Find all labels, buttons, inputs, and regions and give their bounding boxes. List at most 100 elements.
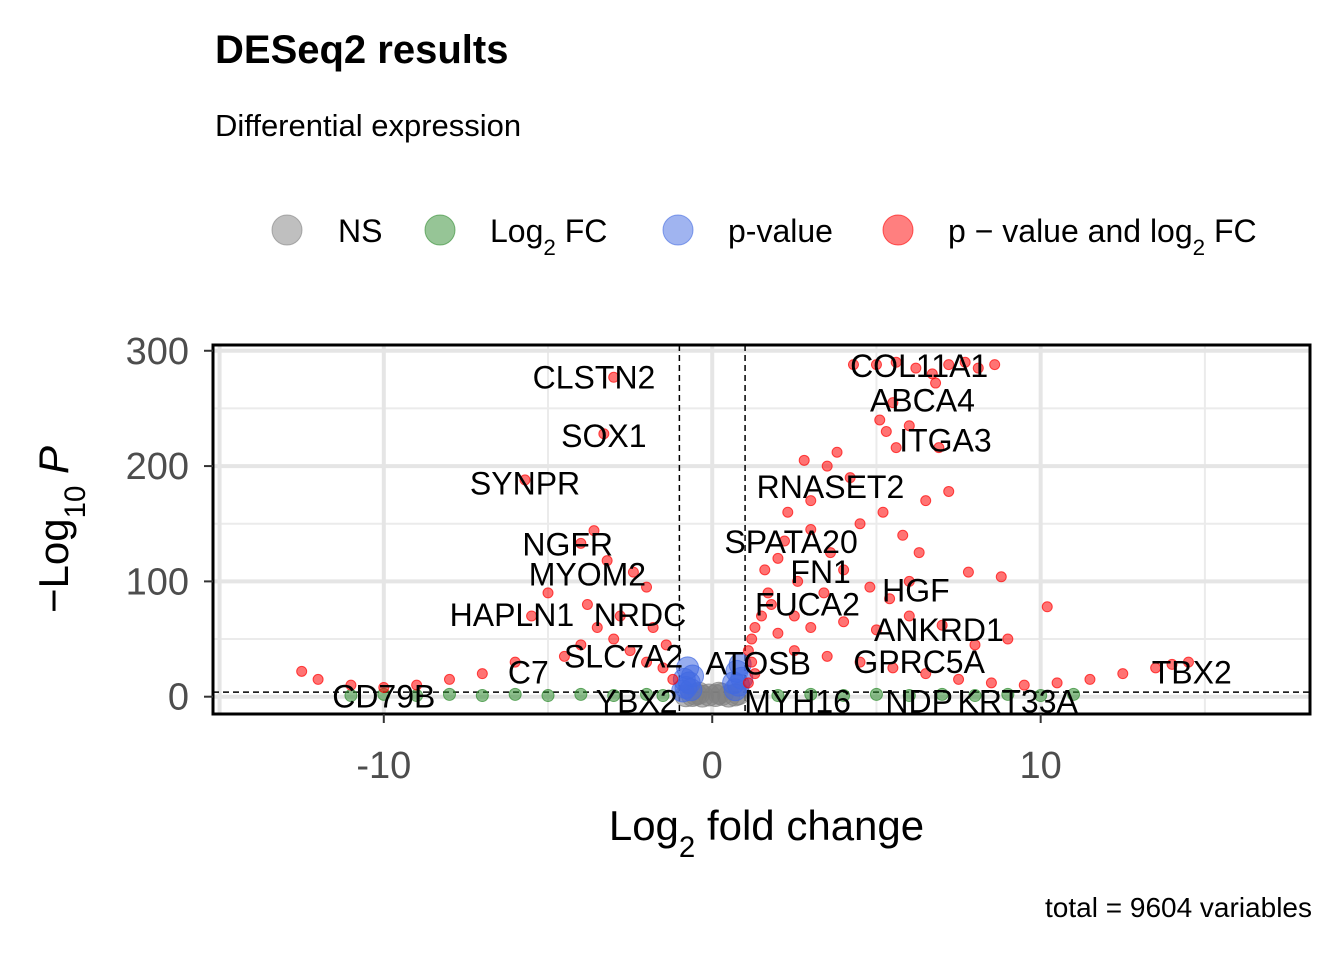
- point-both: [660, 639, 672, 651]
- point-both: [870, 624, 882, 636]
- point-both: [995, 571, 1007, 583]
- point-both: [772, 552, 784, 564]
- point-both: [598, 428, 610, 440]
- point-both: [509, 656, 521, 668]
- point-both: [854, 518, 866, 530]
- legend: NS Log2 FC p-value p − value and log2 FC: [271, 213, 1257, 260]
- point-fc: [935, 687, 949, 701]
- point-both: [772, 627, 784, 639]
- point-both: [519, 474, 531, 486]
- gene-label: HGF: [882, 573, 950, 609]
- point-both: [831, 446, 843, 458]
- point-both: [959, 356, 971, 368]
- data-points: [296, 356, 1194, 708]
- point-both: [933, 442, 945, 454]
- legend-label-p: p-value: [728, 213, 833, 249]
- point-both: [558, 650, 570, 662]
- point-both: [821, 460, 833, 472]
- point-both: [746, 633, 758, 645]
- point-both: [746, 656, 758, 668]
- point-both: [1051, 677, 1063, 689]
- point-both: [805, 495, 817, 507]
- legend-label-fc: Log2 FC: [490, 213, 607, 260]
- chart-title: DESeq2 results: [215, 28, 509, 72]
- point-fc: [508, 687, 522, 701]
- point-both: [903, 610, 915, 622]
- point-both: [411, 679, 423, 691]
- point-both: [818, 587, 830, 599]
- point-both: [844, 472, 856, 484]
- legend-key-p: [662, 214, 694, 246]
- threshold-lines: [213, 345, 1310, 714]
- chart-caption: total = 9604 variables: [1045, 892, 1312, 923]
- y-tick-label: 300: [126, 331, 189, 373]
- gene-label: SOX1: [561, 418, 646, 454]
- point-fc: [442, 687, 456, 701]
- point-fc: [837, 689, 851, 703]
- point-fc: [656, 689, 670, 703]
- point-both: [1041, 601, 1053, 613]
- point-both: [887, 397, 899, 409]
- y-tick-label: 200: [126, 446, 189, 488]
- x-tick-label: -10: [356, 745, 411, 787]
- point-fc: [869, 687, 883, 701]
- point-both: [765, 598, 777, 610]
- point-both: [614, 610, 626, 622]
- gene-label: SYNPR: [470, 465, 580, 501]
- point-both: [874, 414, 886, 426]
- gene-label: SLC7A2: [564, 638, 683, 674]
- gene-label: CD79B: [332, 679, 435, 715]
- gene-label: CLSTN2: [533, 359, 656, 395]
- point-fc: [640, 687, 654, 701]
- gene-label: NGFR: [522, 526, 613, 562]
- grid: [213, 345, 1310, 714]
- point-both: [762, 587, 774, 599]
- gene-label: COL11A1: [850, 348, 988, 384]
- point-both: [788, 610, 800, 622]
- gene-label: FN1: [790, 554, 850, 590]
- point-both: [588, 525, 600, 537]
- point-both: [476, 668, 488, 680]
- point-both: [864, 581, 876, 593]
- gene-labels: COL11A1 CLSTN2 ABCA4 SOX1 ITGA3 SYNPR RNASET2 S…: [332, 348, 1232, 720]
- point-both: [782, 506, 794, 518]
- point-fc: [574, 687, 588, 701]
- point-both: [989, 359, 1001, 371]
- point-both: [1018, 679, 1030, 691]
- point-both: [838, 564, 850, 576]
- point-both: [943, 485, 955, 497]
- gene-label: ABCA4: [870, 382, 975, 418]
- point-both: [647, 622, 659, 634]
- gene-label: ITGA3: [899, 423, 991, 459]
- point-both: [657, 662, 669, 674]
- point-both: [962, 566, 974, 578]
- point-both: [910, 362, 922, 374]
- legend-label-both: p − value and log2 FC: [948, 213, 1257, 260]
- point-both: [526, 610, 538, 622]
- gene-label: ATOSB: [705, 645, 811, 681]
- point-both: [877, 506, 889, 518]
- gene-label: C7: [508, 654, 549, 690]
- point-both: [798, 454, 810, 466]
- point-both: [542, 587, 554, 599]
- point-both: [854, 656, 866, 668]
- point-fc: [968, 689, 982, 703]
- point-both: [792, 575, 804, 587]
- point-both: [936, 619, 948, 631]
- gene-label: GPRC5A: [853, 644, 985, 680]
- point-fc: [541, 689, 555, 703]
- point-fc: [1001, 687, 1015, 701]
- point-both: [953, 673, 965, 685]
- y-axis-title: −Log10 P: [30, 446, 92, 613]
- legend-key-both: [882, 214, 914, 246]
- point-fc: [607, 689, 621, 703]
- gene-label: TBX2: [1152, 654, 1232, 690]
- x-tick-label: 0: [702, 745, 723, 787]
- point-both: [756, 610, 767, 622]
- point-p: [679, 678, 703, 702]
- point-both: [627, 566, 639, 578]
- point-both: [443, 673, 455, 685]
- point-both: [913, 547, 925, 559]
- point-both: [887, 662, 899, 674]
- point-both: [847, 359, 859, 371]
